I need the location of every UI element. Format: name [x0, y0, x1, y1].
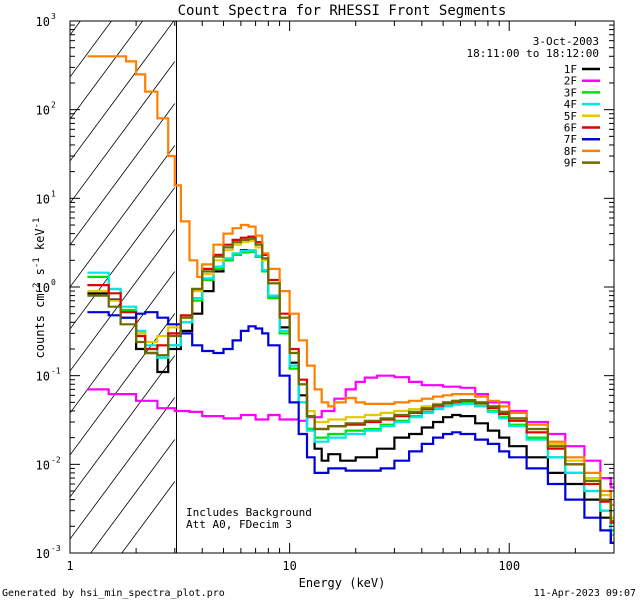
y-tick-exponent: 1: [51, 189, 56, 198]
y-tick-label: 10: [36, 15, 50, 29]
y-tick-exponent: -2: [51, 455, 61, 464]
y-tick-label: 10: [36, 547, 50, 561]
background-hatch-region: [70, 21, 176, 553]
series-line-8F: [87, 55, 614, 506]
x-tick-label: 100: [498, 559, 520, 573]
y-title-part: s: [33, 268, 47, 282]
hatch-line: [121, 481, 176, 553]
legend-label-3F: 3F: [564, 86, 577, 99]
hatch-line: [70, 397, 176, 540]
observation-time-range: 18:11:00 to 18:12:00: [467, 47, 599, 60]
hatch-line: [70, 21, 144, 120]
legend-label-7F: 7F: [564, 133, 577, 146]
legend-label-8F: 8F: [564, 145, 577, 158]
chart-title: Count Spectra for RHESSI Front Segments: [178, 3, 507, 19]
y-tick-label: 10: [36, 104, 50, 118]
annotation-attenuator: Att A0, FDecim 3: [186, 518, 292, 531]
x-tick-label: 10: [282, 559, 296, 573]
y-title-part: counts cm: [33, 293, 47, 358]
y-tick-label: 10: [36, 458, 50, 472]
series-line-7F: [87, 311, 614, 544]
y-tick-exponent: -3: [51, 544, 61, 553]
y-axis-title: counts cm-2 s-1 keV-1: [32, 218, 47, 359]
y-tick-exponent: -1: [51, 367, 61, 376]
observation-date: 3-Oct-2003: [533, 35, 599, 48]
legend-label-9F: 9F: [564, 157, 577, 170]
y-tick-exponent: 2: [51, 101, 56, 110]
hatch-line: [70, 355, 176, 498]
y-tick-label: 10: [36, 370, 50, 384]
legend-label-2F: 2F: [564, 75, 577, 88]
y-title-exp: -2: [32, 283, 42, 294]
y-tick-label: 10: [36, 192, 50, 206]
legend-label-4F: 4F: [564, 98, 577, 111]
hatch-line: [70, 187, 176, 330]
y-tick-label: 10: [36, 281, 50, 295]
y-tick-exponent: 0: [51, 278, 56, 287]
x-tick-labels: 1 10 100: [66, 559, 520, 573]
hatch-line: [70, 21, 175, 162]
y-title-part: keV: [33, 228, 47, 257]
series-line-1F: [87, 249, 614, 544]
footer-timestamp: 11-Apr-2023 09:07: [534, 588, 636, 599]
legend-label-1F: 1F: [564, 63, 577, 76]
y-tick-exponent: 3: [51, 12, 56, 21]
hatch-line: [70, 21, 112, 78]
x-axis-title: Energy (keV): [299, 576, 386, 590]
legend-label-6F: 6F: [564, 122, 577, 135]
footer-generated-by: Generated by hsi_min_spectra_plot.pro: [2, 588, 225, 599]
series-line-9F: [87, 237, 614, 522]
hatch-line: [90, 439, 176, 553]
annotation-background: Includes Background: [186, 506, 312, 519]
series-line-4F: [87, 249, 614, 536]
legend-label-5F: 5F: [564, 110, 577, 123]
x-tick-label: 1: [66, 559, 73, 573]
y-title-exp: -1: [32, 257, 42, 268]
hatch-line: [70, 229, 176, 372]
axis-ticks: [69, 21, 615, 554]
hatch-line: [70, 103, 176, 246]
hatch-line: [70, 145, 176, 288]
y-title-exp: -1: [32, 218, 42, 229]
hatch-line: [70, 61, 176, 204]
series-lines: [87, 55, 614, 544]
